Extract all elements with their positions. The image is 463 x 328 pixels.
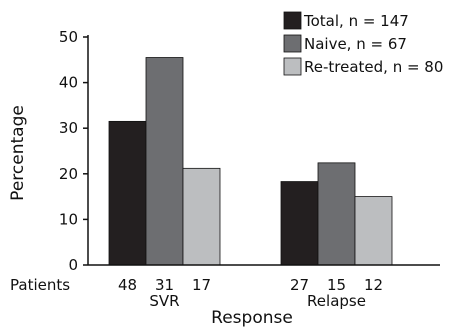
patient-count-label: 17: [192, 276, 211, 294]
y-tick-label: 50: [59, 28, 78, 46]
y-tick-label: 30: [59, 119, 78, 137]
category-label: Relapse: [307, 292, 366, 310]
legend-swatch: [283, 11, 302, 30]
legend: Total, n = 147 Naive, n = 67 Re-treated, n…: [283, 11, 443, 76]
bar: [145, 57, 184, 266]
y-tick-label: 40: [59, 74, 78, 92]
bar: [280, 181, 319, 266]
legend-swatch: [283, 34, 302, 53]
x-axis-title: Response: [211, 308, 293, 328]
y-tick-label: 10: [59, 210, 78, 228]
patient-count-label: 15: [327, 276, 346, 294]
patients-row-label: Patients: [10, 276, 70, 294]
patient-count-label: 48: [118, 276, 137, 294]
legend-label: Total, n = 147: [303, 12, 409, 30]
bars: [108, 57, 393, 266]
bar: [317, 162, 356, 266]
patient-count-label: 27: [290, 276, 309, 294]
y-axis-title: Percentage: [8, 105, 28, 201]
y-tick-label: 20: [59, 165, 78, 183]
patient-count-label: 31: [155, 276, 174, 294]
legend-swatch: [283, 57, 302, 76]
patient-count-label: 12: [364, 276, 383, 294]
y-axis: 0 10 20 30 40 50: [59, 28, 89, 274]
legend-label: Re-treated, n = 80: [304, 58, 443, 76]
legend-label: Naive, n = 67: [304, 35, 407, 53]
bar: [182, 167, 221, 266]
bar: [108, 120, 147, 266]
y-tick-label: 0: [68, 256, 78, 274]
category-label: SVR: [149, 292, 179, 310]
bar: [354, 196, 393, 266]
